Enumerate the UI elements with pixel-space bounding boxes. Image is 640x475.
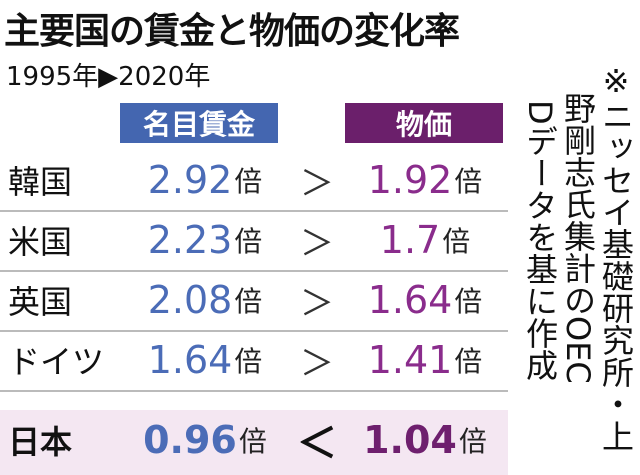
price-header: 物価 (345, 103, 503, 143)
wage-value: 2.92 (147, 158, 233, 202)
wage-cell: 2.23 倍 (120, 210, 290, 270)
unit: 倍 (454, 165, 483, 198)
unit: 倍 (458, 425, 487, 458)
unit: 倍 (234, 225, 263, 258)
price-cell: 1.92 倍 (340, 150, 510, 210)
comparison: ＞ (300, 343, 334, 384)
price-value: 1.7 (379, 218, 441, 262)
table-row: 英国 2.08 倍＞ 1.64 倍 (0, 270, 508, 332)
unit: 倍 (454, 285, 483, 318)
wage-cell: 2.08 倍 (120, 270, 290, 330)
price-value: 1.04 (363, 418, 457, 462)
wage-cell: 0.96 倍 (120, 410, 290, 470)
table-row: 韓国 2.92 倍＞ 1.92 倍 (0, 150, 508, 212)
unit: 倍 (442, 225, 471, 258)
price-value: 1.41 (367, 338, 453, 382)
comparison: ＞ (300, 283, 334, 324)
price-value: 1.64 (367, 278, 453, 322)
wage-value: 1.64 (147, 338, 233, 382)
unit: 倍 (454, 345, 483, 378)
unit: 倍 (234, 285, 263, 318)
country: 英国 (8, 283, 73, 321)
note-line: 野剛志氏集計のOEC (559, 92, 597, 384)
country: 米国 (8, 223, 73, 261)
price-value: 1.92 (367, 158, 453, 202)
table-row: 日本 0.96 倍＜ 1.04 倍 (0, 410, 508, 475)
comparison: ＜ (297, 421, 337, 467)
wage-value: 2.23 (147, 218, 233, 262)
price-cell: 1.41 倍 (340, 330, 510, 390)
wage-header: 名目賃金 (120, 103, 278, 143)
country: 韓国 (8, 163, 73, 201)
wage-cell: 2.92 倍 (120, 150, 290, 210)
unit: 倍 (238, 425, 267, 458)
wage-cell: 1.64 倍 (120, 330, 290, 390)
country: ドイツ (8, 343, 105, 381)
note-line: ※ニッセイ基礎研究所・上 (597, 62, 635, 452)
price-cell: 1.64 倍 (340, 270, 510, 330)
note-line: Dデータを基に作成 (521, 100, 559, 381)
price-cell: 1.7 倍 (340, 210, 510, 270)
unit: 倍 (234, 345, 263, 378)
table-row: ドイツ 1.64 倍＞ 1.41 倍 (0, 330, 508, 392)
country: 日本 (8, 423, 73, 461)
table-row: 米国 2.23 倍＞ 1.7 倍 (0, 210, 508, 272)
subtitle: 1995年▶2020年 (6, 62, 211, 92)
price-cell: 1.04 倍 (340, 410, 510, 470)
comparison: ＞ (300, 223, 334, 264)
comparison: ＞ (300, 163, 334, 204)
wage-value: 0.96 (143, 418, 237, 462)
unit: 倍 (234, 165, 263, 198)
title: 主要国の賃金と物価の変化率 (4, 11, 460, 52)
wage-value: 2.08 (147, 278, 233, 322)
